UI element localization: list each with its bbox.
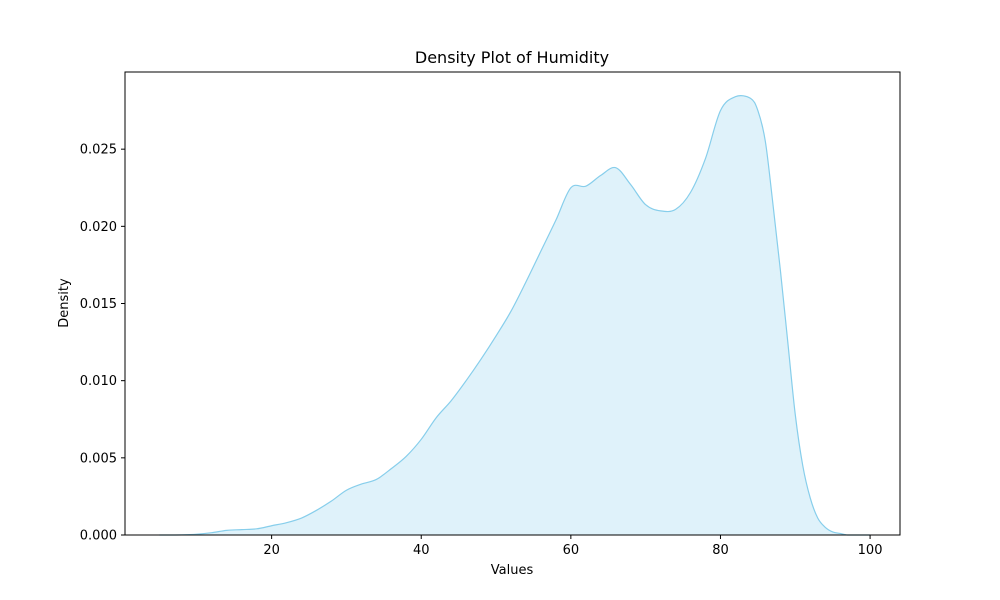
x-axis-label: Values xyxy=(491,563,534,578)
chart-title: Density Plot of Humidity xyxy=(415,48,609,67)
y-tick-label: 0.015 xyxy=(80,297,117,312)
density-area-fill xyxy=(159,95,871,536)
x-tick-label: 40 xyxy=(413,543,430,558)
y-tick-label: 0.000 xyxy=(80,529,117,544)
x-tick-label: 60 xyxy=(563,543,580,558)
x-tick-label: 80 xyxy=(712,543,729,558)
x-tick-label: 100 xyxy=(858,543,883,558)
y-tick-label: 0.020 xyxy=(80,220,117,235)
y-tick-label: 0.005 xyxy=(80,451,117,466)
x-tick-label: 20 xyxy=(263,543,280,558)
y-tick-label: 0.010 xyxy=(80,374,117,389)
axis-ticks: 20 40 60 80 100 0.000 0.005 0.010 0.015 0.020 0.02… xyxy=(80,143,883,558)
density-curve xyxy=(159,95,871,536)
y-tick-label: 0.025 xyxy=(80,143,117,158)
plot-area xyxy=(159,95,871,536)
plot-frame xyxy=(124,71,901,536)
y-axis-label: Density xyxy=(57,278,72,328)
